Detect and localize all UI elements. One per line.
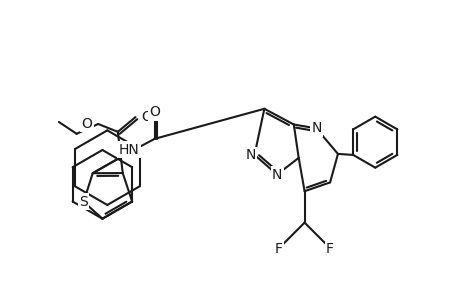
Text: HN: HN: [118, 143, 139, 157]
Text: S: S: [79, 195, 88, 209]
Text: N: N: [245, 148, 255, 162]
Text: N: N: [271, 167, 282, 182]
Text: O: O: [81, 117, 92, 131]
Text: O: O: [141, 110, 152, 124]
Text: F: F: [325, 242, 333, 256]
Text: F: F: [274, 242, 282, 256]
Text: O: O: [149, 105, 160, 119]
Text: N: N: [310, 122, 321, 135]
Text: S: S: [79, 195, 88, 209]
